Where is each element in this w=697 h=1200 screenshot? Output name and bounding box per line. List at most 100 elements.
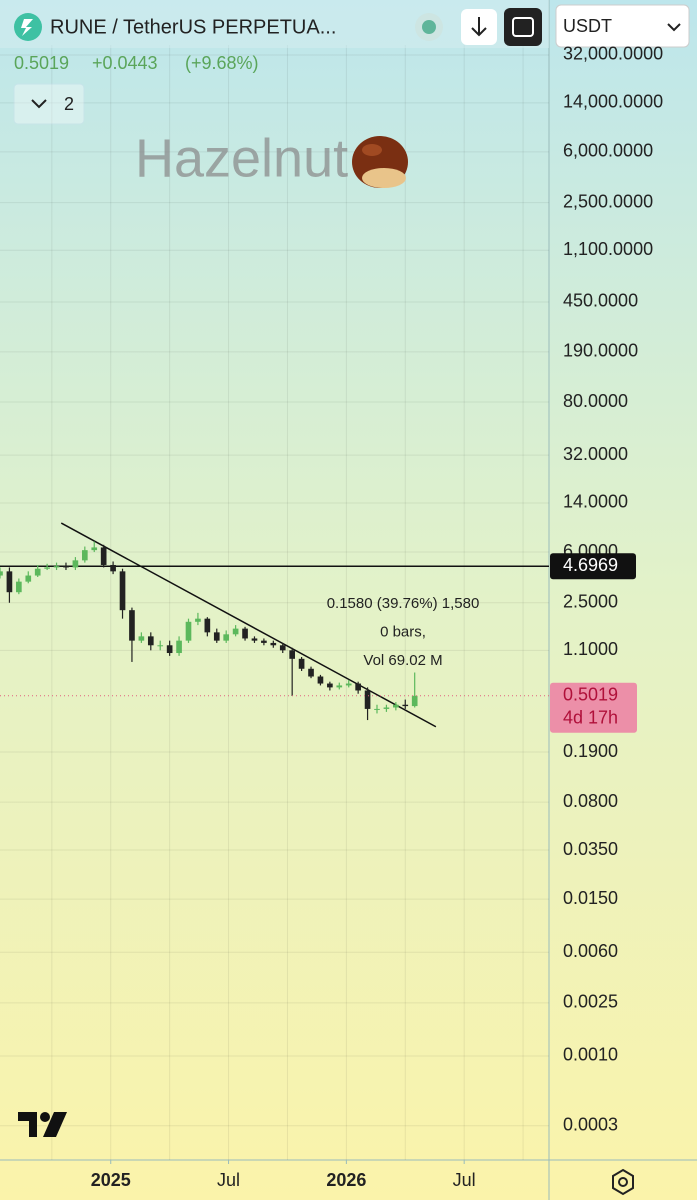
x-tick-label: 2026 [326, 1170, 366, 1190]
candle-body [393, 704, 399, 708]
y-tick-label: 0.0025 [563, 992, 618, 1012]
y-tick-label: 0.0003 [563, 1114, 618, 1134]
candle-body [185, 621, 192, 641]
y-tick-label: 0.0350 [563, 839, 618, 859]
y-tick-label: 1.1000 [563, 639, 618, 659]
candle-body [279, 645, 286, 651]
candle-body [110, 564, 116, 572]
last-price-label: 0.5019 [563, 685, 618, 705]
candle-body [242, 628, 248, 639]
y-tick-label: 0.0060 [563, 941, 618, 961]
currency: USDT [563, 16, 612, 36]
settings-icon[interactable] [612, 1168, 634, 1196]
candle-body [411, 695, 418, 707]
chevron [667, 23, 681, 32]
indicator-count: 2 [64, 94, 74, 114]
y-tick-label: 0.1900 [563, 741, 618, 761]
candle-body [100, 547, 107, 565]
measure-label: 0 bars, [380, 623, 426, 640]
candle-body [119, 571, 126, 611]
candle-body [72, 560, 79, 568]
header-bar [0, 0, 549, 48]
tv-logo [18, 1112, 67, 1137]
y-tick-label: 80.0000 [563, 391, 628, 411]
candle-body [91, 547, 98, 551]
candle-body [44, 567, 50, 569]
candle-body [81, 550, 88, 561]
candle-body [129, 610, 135, 641]
trend-line [60, 522, 437, 728]
hline-badge [550, 553, 636, 580]
candle-body [213, 632, 220, 641]
y-tick-label: 14,000.0000 [563, 92, 663, 112]
candle-body [34, 568, 41, 576]
y-tick-label: 32,000.0000 [563, 44, 663, 64]
price-change-pct: (+9.68%) [185, 53, 259, 73]
countdown: 4d 17h [563, 708, 618, 728]
candle-body [166, 645, 173, 654]
candle-body [16, 581, 22, 593]
candle-body [383, 707, 390, 709]
currency-select[interactable] [555, 4, 690, 48]
grid [0, 45, 549, 1160]
x-tick-label: Jul [217, 1170, 240, 1190]
y-tick-label: 0.0800 [563, 791, 618, 811]
y-tick-label: 32.0000 [563, 444, 628, 464]
logo-mark [21, 19, 33, 36]
fullscreen-button[interactable] [504, 8, 542, 46]
download-icon [471, 17, 487, 37]
y-tick-label: 2.5000 [563, 592, 618, 612]
candle-body [53, 566, 60, 568]
candle-body [261, 640, 267, 643]
candle-body [289, 650, 295, 659]
y-tick-label: 0.0010 [563, 1045, 618, 1065]
last-price: 0.5019 [14, 53, 69, 73]
hline-label: 4.6969 [563, 555, 618, 575]
y-tick-label: 450.0000 [563, 291, 638, 311]
y-tick-label: 14.0000 [563, 492, 628, 512]
indicators-toggle[interactable] [13, 83, 85, 125]
candle-body [176, 640, 182, 654]
candle-body [195, 618, 201, 622]
candle-body [327, 683, 333, 688]
candle-body [138, 636, 145, 641]
y-tick-label: 190.0000 [563, 341, 638, 361]
y-tick-label: 6,000.0000 [563, 141, 653, 161]
price-change: +0.0443 [92, 53, 158, 73]
candle-body [355, 683, 361, 691]
candle-body [157, 645, 164, 647]
status-dot [422, 20, 436, 34]
x-tick-label: 2025 [91, 1170, 131, 1190]
candle-body [0, 571, 3, 576]
candle-body [251, 638, 258, 641]
chevron [31, 99, 47, 109]
candle-body [232, 628, 239, 635]
fullscreen-icon [512, 17, 534, 37]
y-tick-label: 1,100.0000 [563, 239, 653, 259]
symbol[interactable]: RUNE / TetherUS PERPETUA... [50, 16, 336, 38]
candle-body [223, 634, 230, 641]
measure-label: 0.1580 (39.76%) 1,580 [327, 595, 480, 612]
candle-body [298, 658, 305, 669]
candle-body [308, 668, 314, 677]
candle-body [402, 704, 409, 707]
candle-body [204, 618, 211, 633]
candle-body [317, 676, 324, 684]
candle-body [6, 571, 13, 593]
x-tick-label: Jul [453, 1170, 476, 1190]
candle-body [336, 685, 343, 688]
candle-body [374, 708, 380, 710]
candle-body [364, 690, 371, 709]
y-tick-label: 0.0150 [563, 888, 618, 908]
plot [0, 522, 549, 728]
y-tick-label: 2,500.0000 [563, 191, 653, 211]
candle-body [147, 636, 154, 646]
watermark: Hazelnut [135, 128, 348, 188]
last-price-badge [550, 682, 637, 733]
candle-body [345, 683, 352, 686]
measure-label: Vol 69.02 M [363, 652, 442, 669]
candle-body [270, 642, 277, 646]
